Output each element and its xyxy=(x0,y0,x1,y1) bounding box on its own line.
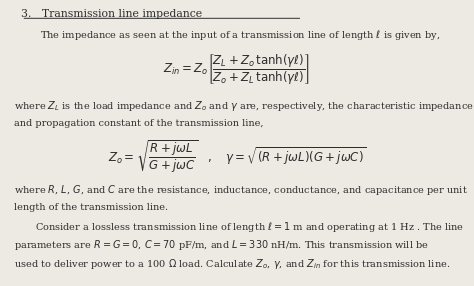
Text: length of the transmission line.: length of the transmission line. xyxy=(14,203,168,212)
Text: parameters are $R = G = 0$, $C = 70$ pF/m, and $L = 330$ nH/m. This transmission: parameters are $R = G = 0$, $C = 70$ pF/… xyxy=(14,238,429,252)
Text: $Z_o = \sqrt{\dfrac{R + j\omega L}{G + j\omega C}}\quad,\quad \gamma = \sqrt{(R : $Z_o = \sqrt{\dfrac{R + j\omega L}{G + j… xyxy=(108,139,366,175)
Text: where $Z_L$ is the load impedance and $Z_o$ and $\gamma$ are, respectively, the : where $Z_L$ is the load impedance and $Z… xyxy=(14,100,474,113)
Text: used to deliver power to a 100 $\Omega$ load. Calculate $Z_o$, $\gamma$, and $Z_: used to deliver power to a 100 $\Omega$ … xyxy=(14,257,450,271)
Text: $Z_{in} = Z_o \left[\dfrac{Z_L + Z_o\,\mathrm{tanh}(\gamma\ell)}{Z_o + Z_L\,\mat: $Z_{in} = Z_o \left[\dfrac{Z_L + Z_o\,\m… xyxy=(164,52,310,86)
Text: The impedance as seen at the input of a transmission line of length $\ell$ is gi: The impedance as seen at the input of a … xyxy=(40,28,440,42)
Text: where $R$, $L$, $G$, and $C$ are the resistance, inductance, conductance, and ca: where $R$, $L$, $G$, and $C$ are the res… xyxy=(14,183,468,197)
Text: 3.   Transmission line impedance: 3. Transmission line impedance xyxy=(21,9,202,19)
Text: and propagation constant of the transmission line,: and propagation constant of the transmis… xyxy=(14,119,264,128)
Text: Consider a lossless transmission line of length $\ell = 1$ m and operating at 1 : Consider a lossless transmission line of… xyxy=(35,220,464,234)
